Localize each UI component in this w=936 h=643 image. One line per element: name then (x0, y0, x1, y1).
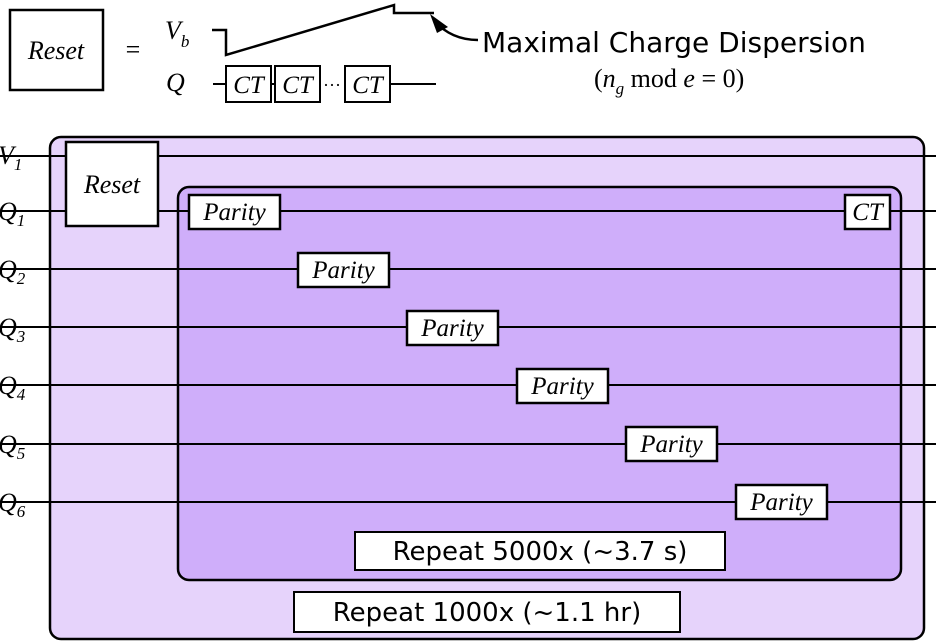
wire-label-q2: Q2 (0, 255, 26, 288)
parity-gate-q6 (734, 483, 829, 521)
q-label: Q (166, 68, 185, 97)
parity-gate-q2-label: Parity (311, 257, 375, 284)
wire-labels: V1 Q1 Q2 Q3 Q4 Q5 Q6 (0, 141, 26, 521)
vb-waveform (212, 3, 434, 57)
legend-equals: = (126, 35, 141, 64)
annotation-title: Maximal Charge Dispersion (482, 26, 866, 59)
legend: Reset = Vb Q CT CT ··· CT Maximal Charge… (8, 3, 866, 103)
annotation-condition: (ng mod e = 0) (594, 64, 744, 98)
wire-label-q3: Q3 (0, 313, 25, 346)
inner-repeat-label: Repeat 5000x (~3.7 s) (393, 537, 688, 567)
ct-gate-q1 (843, 193, 892, 231)
parity-gate-q5 (624, 425, 719, 463)
inner-repeat-label-box (354, 531, 726, 571)
wire-label-q4: Q4 (0, 371, 26, 404)
reset-gate (64, 140, 160, 228)
parity-gate-q1 (187, 193, 282, 231)
vb-label: Vb (165, 16, 189, 51)
parity-gate-q3 (405, 309, 500, 347)
parity-gate-q6-label: Parity (749, 489, 813, 516)
wire-label-q5: Q5 (0, 430, 25, 463)
ct-box-3 (344, 65, 391, 103)
ct-box-1-label: CT (233, 72, 266, 99)
ct-box-1 (225, 65, 272, 103)
legend-reset-box (8, 8, 105, 92)
outer-repeat-label-box (293, 591, 681, 633)
ct-box-2 (274, 65, 321, 103)
annotation-arrow-head (430, 14, 448, 33)
ct-ellipsis: ··· (323, 75, 341, 95)
gates: Reset Parity Parity Parity Parity Parity… (64, 140, 892, 521)
reset-gate-label: Reset (83, 170, 141, 199)
ct-gate-q1-label: CT (852, 199, 885, 226)
outer-repeat-label: Repeat 1000x (~1.1 hr) (333, 598, 641, 628)
parity-gate-q1-label: Parity (202, 199, 266, 226)
ct-box-2-label: CT (282, 72, 315, 99)
wire-label-v1: V1 (0, 141, 22, 174)
parity-gate-q4 (515, 367, 610, 405)
wire-label-q1: Q1 (0, 197, 25, 230)
legend-reset-label: Reset (27, 36, 85, 65)
parity-gate-q5-label: Parity (639, 431, 703, 458)
parity-gate-q2 (296, 251, 391, 289)
ct-box-3-label: CT (352, 72, 385, 99)
parity-gate-q3-label: Parity (420, 315, 484, 342)
wire-label-q6: Q6 (0, 488, 26, 521)
parity-gate-q4-label: Parity (530, 373, 594, 400)
